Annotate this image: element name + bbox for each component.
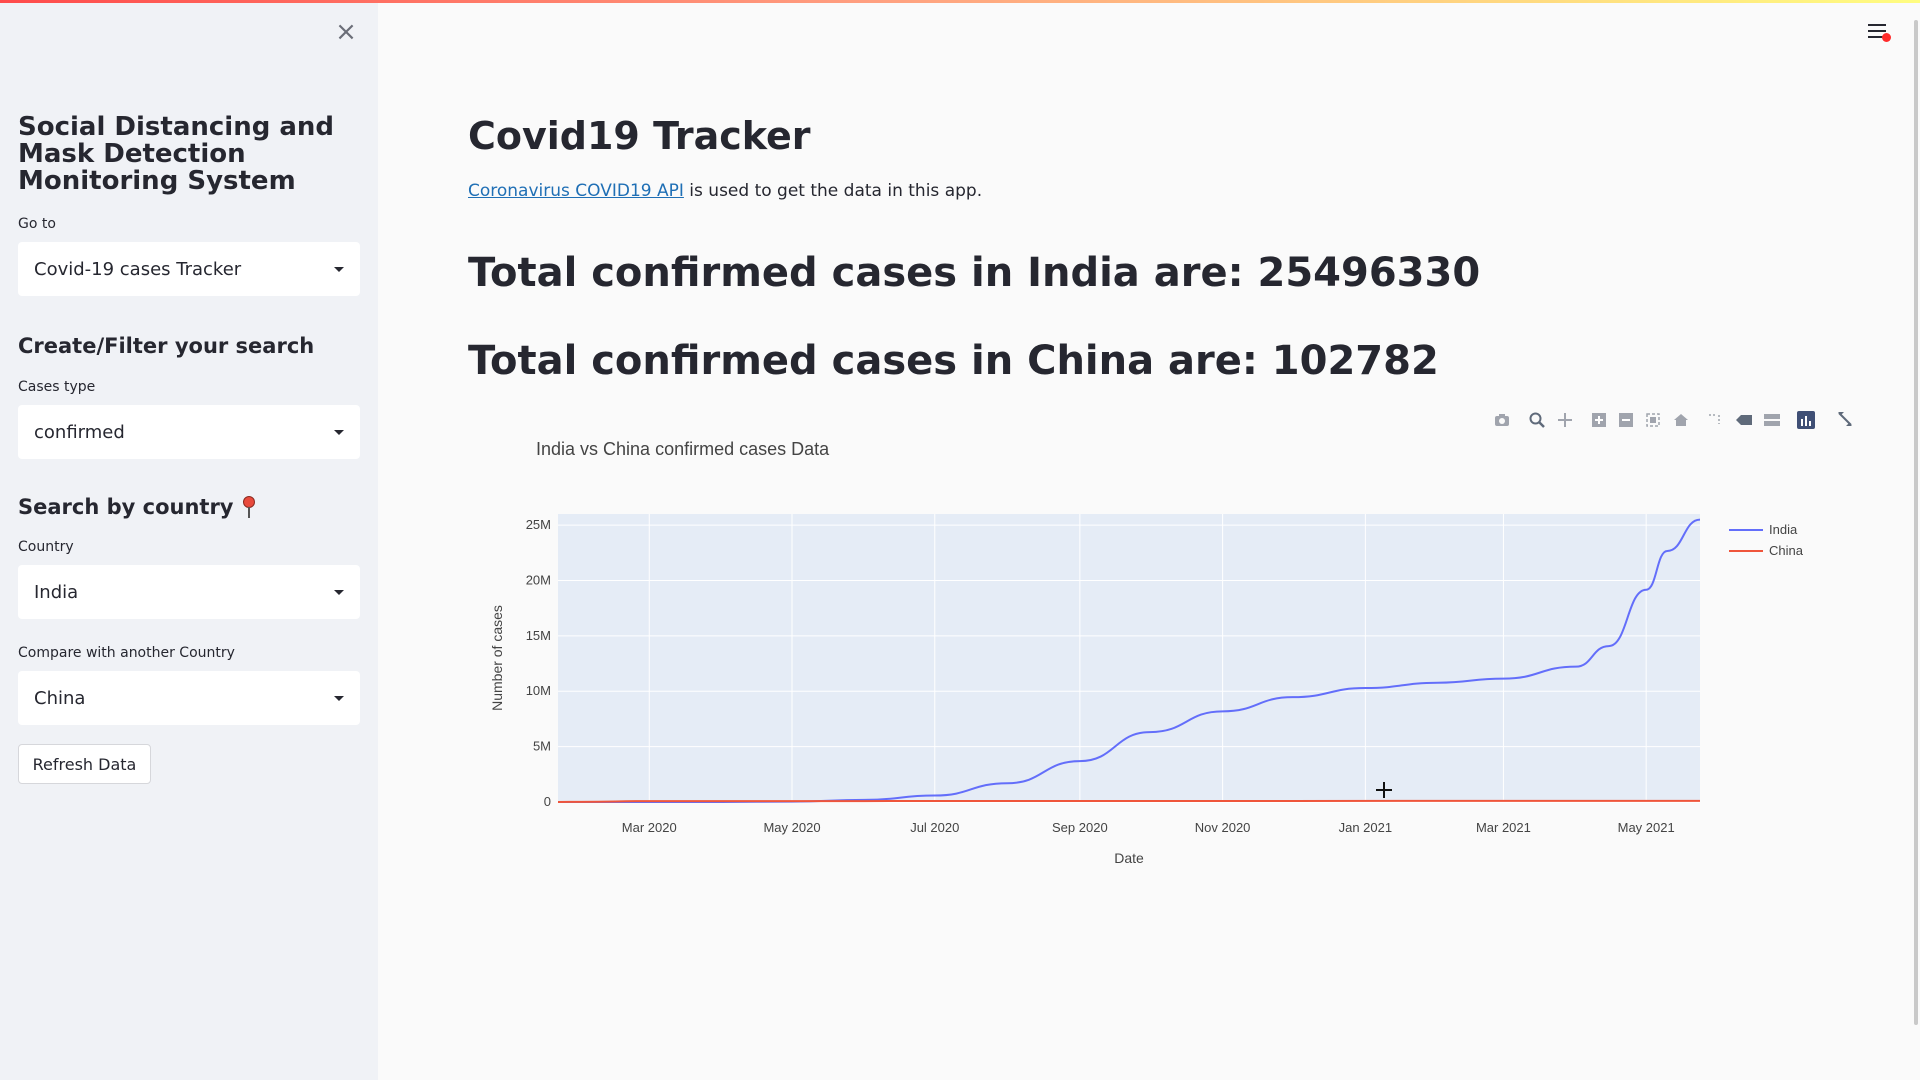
cases-type-select[interactable]: confirmed [18, 405, 360, 459]
api-link[interactable]: Coronavirus COVID19 API [468, 181, 684, 201]
x-tick-label: Nov 2020 [1195, 820, 1251, 835]
refresh-data-button[interactable]: Refresh Data [18, 744, 151, 784]
spike-lines-icon[interactable] [1706, 411, 1724, 429]
series-line-india [558, 518, 1701, 804]
cases-type-label: Cases type [18, 379, 96, 395]
legend-entry: China [1769, 543, 1804, 558]
country-select-value: India [34, 581, 79, 603]
x-tick-label: May 2021 [1618, 820, 1675, 835]
goto-label: Go to [18, 216, 56, 232]
zoom-icon[interactable] [1528, 411, 1546, 429]
x-tick-label: Mar 2021 [1476, 820, 1531, 835]
crosshair-cursor-icon [1376, 782, 1392, 798]
y-tick-label: 0 [544, 794, 551, 809]
goto-select-value: Covid-19 cases Tracker [34, 258, 242, 280]
country-label: Country [18, 539, 74, 555]
x-tick-label: Jan 2021 [1339, 820, 1393, 835]
autoscale-icon[interactable] [1644, 411, 1662, 429]
compare-select[interactable]: China [18, 671, 360, 725]
compare-select-value: China [34, 687, 86, 709]
filter-heading: Create/Filter your search [18, 334, 314, 358]
chevron-down-icon [334, 589, 344, 595]
top-accent-bar [0, 0, 1920, 3]
chevron-down-icon [334, 695, 344, 701]
series-line-china [557, 799, 1701, 803]
goto-select[interactable]: Covid-19 cases Tracker [18, 242, 360, 296]
pan-icon[interactable] [1556, 411, 1574, 429]
intro-rest: is used to get the data in this app. [683, 181, 983, 201]
x-tick-label: May 2020 [763, 820, 820, 835]
compare-label: Compare with another Country [18, 645, 235, 661]
page-title: Covid19 Tracker [468, 114, 811, 158]
legend-entry: India [1769, 522, 1798, 537]
scrollbar[interactable] [1914, 20, 1918, 1025]
cases-type-select-value: confirmed [34, 421, 125, 443]
close-icon[interactable]: × [335, 17, 357, 47]
zoom-in-icon[interactable] [1590, 411, 1608, 429]
fullscreen-icon[interactable] [1836, 410, 1854, 428]
hover-compare-icon[interactable] [1763, 411, 1781, 429]
search-heading: Search by country [18, 495, 256, 519]
filter-heading-text: Create/Filter your search [18, 334, 315, 358]
chevron-down-icon [334, 429, 344, 435]
y-tick-label: 15M [526, 628, 551, 643]
notification-dot [1882, 33, 1891, 42]
reset-axes-icon[interactable] [1672, 411, 1690, 429]
y-tick-label: 10M [526, 683, 551, 698]
sidebar: × Social Distancing and Mask Detection M… [0, 0, 378, 1080]
y-tick-label: 5M [533, 739, 551, 754]
intro-text: Coronavirus COVID19 API is used to get t… [468, 181, 982, 201]
camera-icon[interactable] [1493, 411, 1511, 429]
zoom-out-icon[interactable] [1617, 411, 1635, 429]
sidebar-title: Social Distancing and Mask Detection Mon… [18, 112, 335, 196]
y-tick-label: 20M [526, 572, 551, 587]
chevron-down-icon [334, 266, 344, 272]
y-tick-label: 25M [526, 517, 551, 532]
x-axis-label: Date [1114, 850, 1144, 866]
plotly-logo-icon[interactable] [1797, 411, 1815, 429]
hover-closest-icon[interactable] [1735, 411, 1753, 429]
search-heading-text: Search by country [18, 495, 234, 519]
country-select[interactable]: India [18, 565, 360, 619]
x-tick-label: Jul 2020 [910, 820, 959, 835]
y-axis-label: Number of cases [489, 605, 505, 711]
hamburger-menu-icon[interactable] [1868, 22, 1891, 42]
x-tick-label: Mar 2020 [622, 820, 677, 835]
x-tick-label: Sep 2020 [1052, 820, 1108, 835]
plot-area [558, 514, 1700, 802]
chart-title: India vs China confirmed cases Data [536, 439, 830, 459]
india-total-heading: Total confirmed cases in India are: 2549… [468, 250, 1481, 296]
china-total-heading: Total confirmed cases in China are: 1027… [468, 338, 1439, 384]
pushpin-icon [242, 496, 256, 518]
